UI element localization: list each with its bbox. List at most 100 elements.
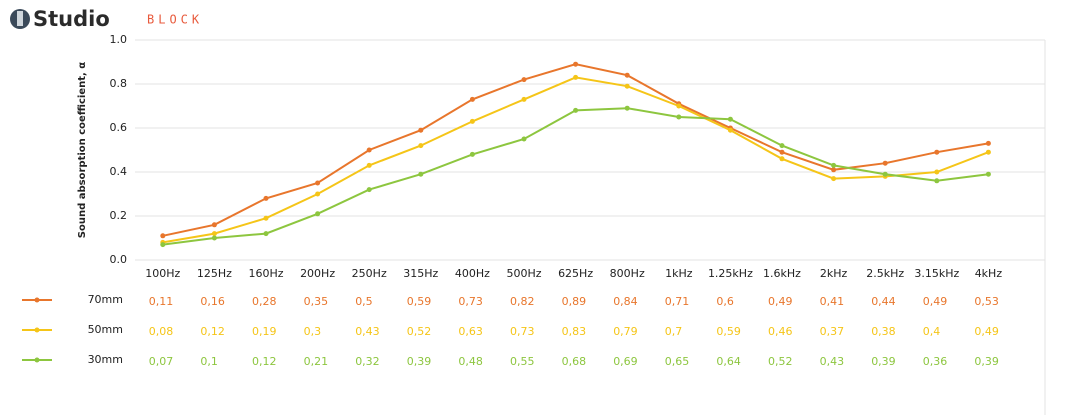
value-label: 0,83	[562, 325, 587, 338]
value-label: 0,59	[407, 295, 432, 308]
value-label: 0,4	[923, 325, 941, 338]
value-label: 0,39	[407, 355, 432, 368]
point	[263, 231, 269, 237]
x-tick-label: 1.25kHz	[708, 267, 753, 280]
series-line	[162, 63, 989, 237]
point	[882, 160, 888, 166]
point	[934, 169, 940, 175]
x-tick-label: 160Hz	[248, 267, 283, 280]
value-label: 0,12	[252, 355, 277, 368]
point	[263, 215, 269, 221]
value-label: 0,43	[355, 325, 380, 338]
value-label: 0,38	[871, 325, 896, 338]
point	[211, 222, 217, 228]
point	[882, 171, 888, 177]
value-label: 0,08	[149, 325, 174, 338]
legend-label: 50mm	[88, 323, 123, 336]
point	[160, 242, 166, 248]
value-label: 0,39	[974, 355, 999, 368]
value-label: 0,46	[768, 325, 793, 338]
value-label: 0,12	[200, 325, 225, 338]
point	[831, 176, 837, 182]
value-label: 0,28	[252, 295, 277, 308]
point	[985, 171, 991, 177]
value-label: 0,39	[871, 355, 896, 368]
value-label: 0,52	[407, 325, 432, 338]
point	[315, 191, 321, 197]
x-tick-label: 200Hz	[300, 267, 335, 280]
value-label: 0,37	[820, 325, 845, 338]
point	[624, 72, 630, 78]
value-label: 0,49	[768, 295, 793, 308]
point	[521, 136, 527, 142]
point	[779, 149, 785, 155]
value-label: 0,65	[665, 355, 690, 368]
y-tick-label: 1.0	[110, 33, 128, 46]
value-label: 0,64	[716, 355, 741, 368]
point	[315, 211, 321, 217]
point	[469, 118, 475, 124]
point	[985, 140, 991, 146]
point	[263, 195, 269, 201]
value-label: 0,35	[304, 295, 329, 308]
value-label: 0,21	[304, 355, 329, 368]
point	[315, 180, 321, 186]
value-label: 0,32	[355, 355, 380, 368]
point	[831, 167, 837, 173]
point	[779, 143, 785, 149]
x-tick-label: 100Hz	[145, 267, 180, 280]
y-tick-label: 0.4	[110, 165, 128, 178]
value-label: 0,53	[974, 295, 999, 308]
value-label: 0,44	[871, 295, 896, 308]
legend-marker	[34, 357, 40, 363]
value-label: 0,63	[458, 325, 483, 338]
point	[521, 77, 527, 83]
x-tick-label: 4kHz	[975, 267, 1003, 280]
logo: Studio BLOCK	[10, 7, 203, 31]
value-label: 0,07	[149, 355, 174, 368]
value-label: 0,59	[716, 325, 741, 338]
point	[469, 96, 475, 102]
x-tick-label: 2kHz	[820, 267, 848, 280]
value-label: 0,73	[510, 325, 535, 338]
value-label: 0,73	[458, 295, 483, 308]
value-label: 0,68	[562, 355, 587, 368]
x-tick-label: 125Hz	[197, 267, 232, 280]
y-tick-label: 0.2	[110, 209, 128, 222]
point	[573, 107, 579, 113]
legend-marker	[34, 327, 40, 333]
legend-label: 70mm	[88, 293, 123, 306]
value-label: 0,7	[665, 325, 683, 338]
value-label: 0,49	[974, 325, 999, 338]
point	[676, 103, 682, 109]
point	[211, 231, 217, 237]
value-label: 0,16	[200, 295, 225, 308]
logo-brand: BLOCK	[147, 13, 203, 27]
x-tick-label: 315Hz	[403, 267, 438, 280]
point	[211, 235, 217, 241]
point	[366, 162, 372, 168]
point	[934, 178, 940, 184]
value-label: 0,6	[716, 295, 734, 308]
y-tick-label: 0.6	[110, 121, 128, 134]
point	[573, 74, 579, 80]
x-tick-label: 400Hz	[455, 267, 490, 280]
point	[418, 171, 424, 177]
point	[366, 187, 372, 193]
value-label: 0,43	[820, 355, 845, 368]
value-label: 0,49	[923, 295, 948, 308]
point	[521, 96, 527, 102]
value-label: 0,48	[458, 355, 483, 368]
point	[160, 233, 166, 239]
x-tick-label: 800Hz	[610, 267, 645, 280]
value-label: 0,71	[665, 295, 690, 308]
logo-icon-bar	[17, 11, 23, 26]
point	[366, 147, 372, 153]
value-label: 0,89	[562, 295, 587, 308]
point	[985, 149, 991, 155]
value-label: 0,55	[510, 355, 535, 368]
x-tick-label: 1kHz	[665, 267, 693, 280]
value-label: 0,1	[200, 355, 218, 368]
point	[418, 143, 424, 149]
